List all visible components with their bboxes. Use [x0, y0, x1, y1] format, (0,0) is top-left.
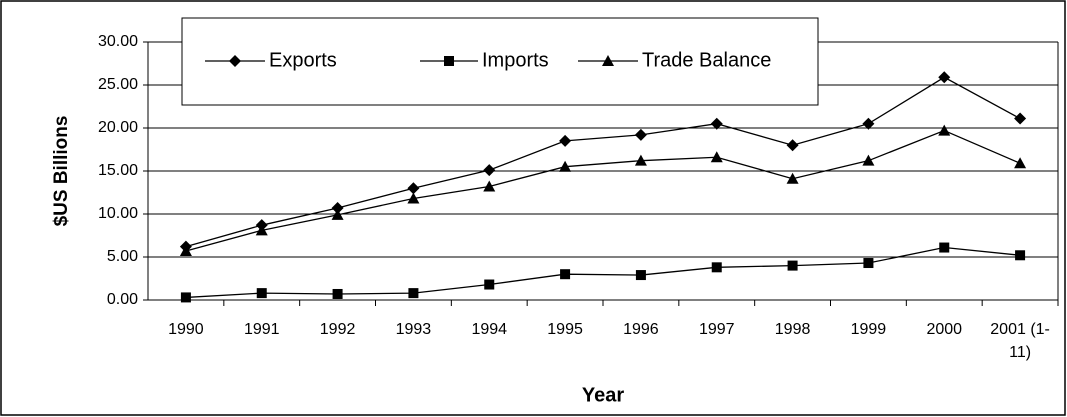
x-tick-label: 1992 [319, 321, 356, 338]
x-tick-label: 1993 [395, 321, 432, 338]
marker [602, 55, 614, 66]
series-line [185, 246, 1021, 299]
x-tick-label: 1999 [850, 321, 887, 338]
marker [938, 124, 951, 136]
y-tick-label: 10.00 [98, 205, 138, 222]
marker [180, 292, 191, 303]
marker [635, 270, 646, 281]
marker [229, 55, 241, 67]
x-axis-title: Year [582, 384, 624, 406]
legend-box [181, 17, 819, 106]
y-axis-title: $US Billions [51, 116, 72, 227]
x-tick-label: 1998 [774, 321, 811, 338]
marker [634, 154, 647, 166]
marker [483, 180, 496, 192]
marker [634, 128, 647, 141]
marker [483, 164, 496, 177]
marker [939, 242, 950, 253]
marker [444, 56, 454, 66]
marker [332, 288, 343, 299]
x-tick-label: 2001 (1-11) [990, 321, 1050, 361]
marker [256, 288, 267, 299]
x-tick-label: 1991 [243, 321, 280, 338]
series-line [185, 76, 1021, 248]
marker [786, 172, 799, 184]
marker [559, 134, 572, 147]
marker [1014, 112, 1027, 125]
marker [862, 154, 875, 166]
marker [1014, 157, 1027, 169]
marker [863, 258, 874, 269]
marker [179, 244, 192, 256]
y-tick-label: 30.00 [98, 33, 138, 50]
marker [408, 288, 419, 299]
legend-label: Trade Balance [642, 49, 771, 71]
marker [559, 160, 572, 172]
marker [331, 201, 344, 214]
marker [484, 279, 495, 290]
marker [407, 182, 420, 195]
x-tick-label: 2000 [926, 321, 963, 338]
y-tick-label: 25.00 [98, 76, 138, 93]
y-tick-label: 0.00 [107, 291, 138, 308]
marker [711, 262, 722, 273]
marker [1015, 250, 1026, 261]
x-tick-label: 1990 [168, 321, 204, 338]
x-tick-label: 1995 [547, 321, 583, 338]
marker [255, 224, 268, 236]
marker [710, 151, 723, 163]
x-tick-label: 1996 [623, 321, 659, 338]
marker [407, 192, 420, 204]
marker [787, 260, 798, 271]
marker [862, 117, 875, 130]
marker [560, 269, 571, 280]
legend-label: Exports [269, 49, 337, 71]
marker [938, 71, 951, 84]
y-tick-label: 20.00 [98, 119, 138, 136]
x-tick-label: 1997 [698, 321, 735, 338]
y-tick-label: 15.00 [98, 162, 138, 179]
marker [710, 117, 723, 130]
marker [331, 208, 344, 220]
marker [786, 139, 799, 152]
x-tick-label: 1994 [471, 321, 508, 338]
y-tick-label: 5.00 [107, 248, 138, 265]
series-line [185, 129, 1021, 252]
legend-label: Imports [482, 49, 549, 71]
